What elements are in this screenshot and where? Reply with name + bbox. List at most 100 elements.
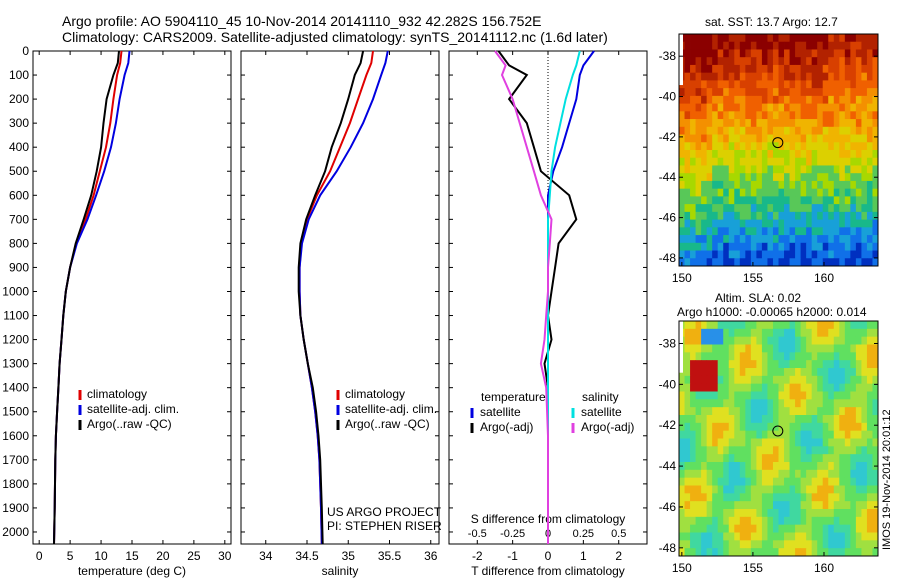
map-cell: [795, 111, 802, 120]
map-cell: [789, 242, 796, 251]
map-cell: [717, 64, 724, 74]
map-cell: [861, 103, 868, 112]
x-tick-label: 34.5: [295, 549, 319, 563]
map-cell: [866, 462, 873, 471]
map-cell: [750, 49, 757, 58]
map-cell: [728, 438, 735, 447]
map-cell: [756, 80, 763, 89]
map-cell: [761, 399, 768, 408]
map-cell: [855, 407, 862, 416]
map-cell: [800, 126, 807, 135]
map-cell: [811, 383, 818, 392]
map-cell: [861, 34, 868, 43]
map-cell: [861, 501, 868, 510]
map-cell: [839, 34, 846, 43]
map-cell: [866, 34, 873, 43]
map-cell: [679, 422, 685, 432]
map-cell: [861, 375, 868, 385]
map-cell: [684, 57, 691, 66]
map-cell: [695, 41, 702, 50]
map-cell: [811, 399, 818, 408]
map-cell: [772, 430, 779, 439]
map-cell: [695, 516, 702, 526]
map-cell: [861, 422, 868, 432]
map-cell: [800, 509, 807, 518]
x-tick-label: 36: [424, 549, 438, 563]
map-cell: [684, 368, 691, 377]
map-cell: [739, 72, 746, 81]
map-cell: [795, 211, 802, 220]
map-cell: [784, 477, 790, 486]
map-cell: [828, 227, 835, 236]
sst-map-title: sat. SST: 13.7 Argo: 12.7: [705, 15, 838, 29]
map-cell: [839, 548, 846, 557]
map-cell: [872, 375, 879, 385]
map-cell: [789, 34, 796, 43]
map-cell: [806, 477, 813, 486]
map-cell: [767, 173, 774, 182]
map-cell: [756, 72, 763, 81]
map-cell: [695, 391, 702, 400]
map-cell: [745, 407, 752, 416]
map-cell: [850, 204, 857, 213]
map-cell: [789, 57, 796, 66]
map-cell: [861, 532, 868, 541]
map-cell: [795, 180, 802, 190]
map-cell: [828, 438, 835, 447]
map-cell: [767, 72, 774, 81]
map-cell: [706, 516, 713, 526]
map-cell: [750, 516, 757, 526]
map-cell: [822, 375, 829, 385]
map-cell: [706, 57, 713, 66]
map-cell: [872, 430, 879, 439]
legend-label: Argo(..raw -QC): [87, 417, 172, 431]
map-cell: [789, 150, 796, 159]
map-cell: [806, 375, 813, 385]
map-cell: [784, 126, 790, 135]
map-cell: [756, 524, 763, 533]
map-cell: [844, 64, 851, 74]
map-cell: [844, 454, 851, 463]
map-cell: [806, 49, 813, 58]
map-cell: [739, 501, 746, 510]
map-cell: [817, 180, 824, 190]
map-cell: [833, 485, 840, 494]
map-cell: [872, 57, 879, 66]
map-cell: [712, 165, 719, 174]
map-cell: [712, 477, 719, 486]
map-cell: [817, 188, 824, 197]
map-cell: [789, 204, 796, 213]
map-cell: [690, 157, 696, 166]
map-cell: [690, 80, 696, 89]
map-cell: [833, 165, 840, 174]
map-cell: [789, 157, 796, 166]
map-cell: [695, 430, 702, 439]
map-cell: [784, 204, 790, 213]
depth-tick-label: 1900: [2, 501, 29, 515]
map-cell: [679, 415, 685, 424]
map-cell: [811, 509, 818, 518]
map-cell: [817, 103, 824, 112]
map-cell: [717, 407, 724, 416]
map-cell: [806, 399, 813, 408]
map-cell: [784, 95, 790, 104]
map-cell: [695, 57, 702, 66]
map-cell: [789, 375, 796, 385]
map-cell: [728, 258, 735, 267]
map-cell: [684, 321, 691, 330]
map-cell: [855, 336, 862, 345]
map-cell: [861, 41, 868, 50]
map-cell: [745, 391, 752, 400]
map-cell: [855, 250, 862, 259]
map-cell: [828, 211, 835, 220]
map-cell: [861, 49, 868, 58]
map-cell: [806, 103, 813, 112]
map-cell: [839, 540, 846, 549]
map-cell: [723, 235, 730, 244]
map-cell: [789, 173, 796, 182]
legend-label: satellite: [480, 405, 521, 419]
map-cell: [800, 415, 807, 424]
depth-tick-label: 400: [9, 140, 29, 154]
map-cell: [684, 485, 691, 494]
map-cell: [712, 422, 719, 432]
